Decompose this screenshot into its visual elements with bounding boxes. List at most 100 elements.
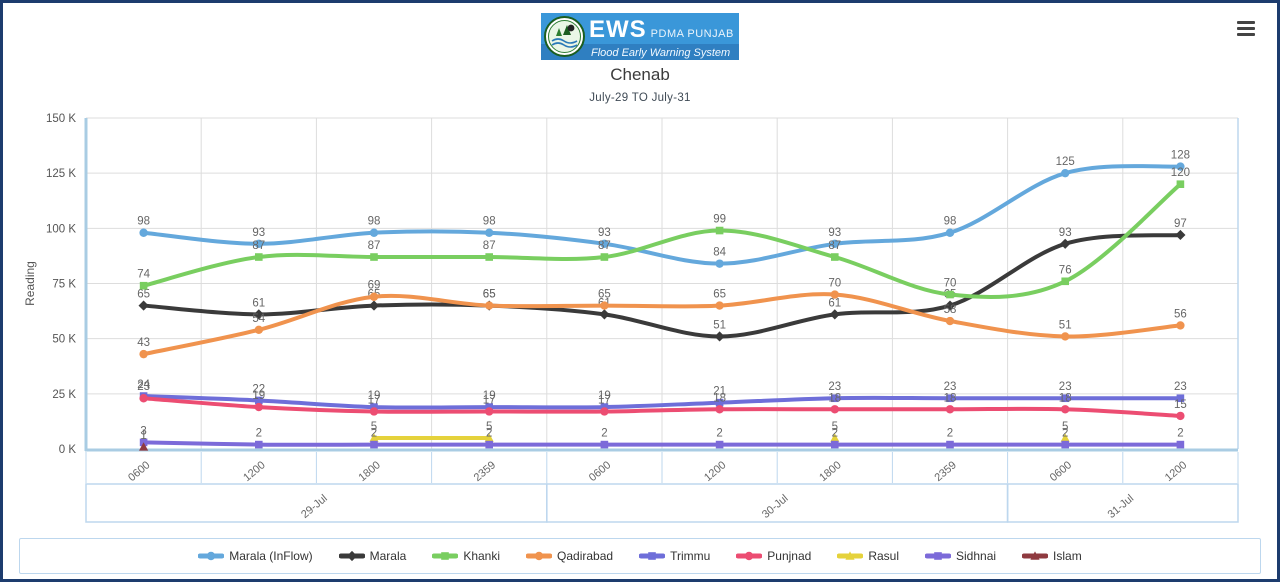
data-point-trimmu[interactable] [600, 403, 609, 411]
data-point-punjnad[interactable] [600, 407, 609, 416]
data-point-qadirabad[interactable] [1061, 332, 1070, 341]
data-label: 51 [713, 319, 726, 331]
data-label: 43 [137, 337, 150, 349]
data-point-marala[interactable] [829, 309, 840, 320]
data-point-trimmu[interactable] [1176, 394, 1185, 403]
data-point-trimmu[interactable] [485, 403, 493, 411]
data-point-qadirabad[interactable] [830, 290, 839, 299]
legend-item-trimmu[interactable]: Trimmu [639, 549, 710, 563]
data-label: 18 [828, 392, 841, 404]
data-point-punjnad[interactable] [485, 407, 494, 416]
data-point-qadirabad[interactable] [715, 301, 724, 310]
data-label: 15 [1174, 399, 1187, 411]
data-point-qadirabad[interactable] [254, 325, 263, 335]
data-point-sidhnai[interactable] [715, 440, 724, 449]
data-point-marala-inflow-[interactable] [1061, 168, 1070, 178]
data-point-khanki[interactable] [1061, 277, 1069, 286]
x-tick-label: 1200 [241, 459, 267, 484]
data-point-marala[interactable] [599, 309, 610, 320]
data-label: 125 [1056, 156, 1075, 168]
data-point-khanki[interactable] [831, 253, 839, 261]
data-point-sidhnai[interactable] [255, 440, 263, 449]
data-point-punjnad[interactable] [830, 405, 839, 414]
data-point-sidhnai[interactable] [946, 440, 954, 449]
data-point-qadirabad[interactable] [139, 349, 148, 359]
data-label: 2 [947, 428, 953, 440]
data-point-khanki[interactable] [946, 290, 954, 299]
data-point-khanki[interactable] [485, 253, 493, 261]
data-label: 21 [713, 386, 726, 398]
data-point-marala-inflow-[interactable] [139, 228, 148, 237]
legend-item-khanki[interactable]: Khanki [432, 549, 500, 563]
data-point-punjnad[interactable] [139, 394, 148, 403]
x-tick-label: 1800 [356, 459, 382, 484]
data-point-qadirabad[interactable] [945, 316, 955, 326]
data-point-sidhnai[interactable] [485, 440, 493, 449]
legend-item-sidhnai[interactable]: Sidhnai [925, 549, 996, 563]
data-point-trimmu[interactable] [715, 398, 724, 407]
data-label: 128 [1171, 150, 1190, 162]
data-point-khanki[interactable] [370, 253, 378, 261]
data-point-qadirabad[interactable] [485, 301, 494, 310]
data-label: 99 [713, 214, 726, 226]
data-point-trimmu[interactable] [370, 403, 378, 411]
data-label: 24 [137, 379, 150, 391]
series-line-punjnad [141, 396, 1183, 418]
data-point-sidhnai[interactable] [1061, 440, 1069, 449]
data-point-marala-inflow-[interactable] [369, 228, 379, 237]
legend-item-islam[interactable]: Islam [1022, 549, 1082, 563]
data-point-rasul[interactable] [369, 433, 379, 442]
hamburger-icon[interactable] [1237, 21, 1257, 37]
x-tick-label: 0600 [587, 459, 613, 484]
data-point-marala-inflow-[interactable] [945, 228, 955, 237]
data-point-marala[interactable] [1060, 238, 1071, 249]
data-point-punjnad[interactable] [1176, 411, 1185, 421]
data-point-khanki[interactable] [715, 226, 724, 235]
legend-item-marala-inflow-[interactable]: Marala (InFlow) [198, 549, 313, 563]
data-point-punjnad[interactable] [945, 405, 955, 414]
data-point-trimmu[interactable] [946, 394, 954, 403]
data-point-punjnad[interactable] [1061, 405, 1070, 414]
data-point-qadirabad[interactable] [369, 292, 379, 301]
data-point-qadirabad[interactable] [1176, 321, 1185, 330]
data-point-marala-inflow-[interactable] [600, 239, 609, 248]
data-point-khanki[interactable] [1176, 180, 1185, 188]
legend-item-marala[interactable]: Marala [338, 549, 406, 563]
data-point-marala[interactable] [714, 331, 725, 342]
legend-item-rasul[interactable]: Rasul [837, 549, 899, 563]
data-point-rasul[interactable] [830, 433, 840, 442]
data-point-punjnad[interactable] [254, 402, 263, 412]
data-point-sidhnai[interactable] [370, 440, 378, 449]
legend-item-punjnad[interactable]: Punjnad [736, 549, 811, 563]
data-point-rasul[interactable] [1060, 433, 1070, 442]
data-point-marala[interactable] [1175, 229, 1186, 241]
data-point-marala-inflow-[interactable] [830, 239, 839, 248]
data-label: 61 [828, 297, 841, 309]
data-point-trimmu[interactable] [831, 394, 839, 403]
y-tick-label: 100 K [46, 223, 76, 235]
data-point-khanki[interactable] [255, 253, 263, 261]
data-label: 58 [944, 304, 957, 316]
data-point-khanki[interactable] [600, 253, 609, 261]
data-point-rasul[interactable] [484, 433, 494, 442]
data-point-punjnad[interactable] [715, 405, 724, 414]
data-point-marala-inflow-[interactable] [254, 239, 263, 248]
data-point-marala[interactable] [368, 300, 380, 311]
data-point-trimmu[interactable] [255, 396, 263, 405]
data-point-qadirabad[interactable] [600, 301, 609, 310]
data-label: 17 [598, 394, 611, 406]
data-point-sidhnai[interactable] [831, 440, 839, 449]
legend-item-qadirabad[interactable]: Qadirabad [526, 549, 613, 563]
data-point-sidhnai[interactable] [600, 440, 609, 449]
data-point-islam[interactable] [139, 442, 149, 451]
data-label: 5 [832, 421, 838, 433]
data-point-marala[interactable] [253, 309, 264, 320]
data-point-marala-inflow-[interactable] [485, 228, 494, 237]
data-point-marala-inflow-[interactable] [1176, 162, 1185, 171]
data-point-sidhnai[interactable] [1176, 440, 1185, 449]
data-point-trimmu[interactable] [1061, 394, 1069, 403]
data-point-khanki[interactable] [139, 281, 148, 290]
data-point-marala[interactable] [138, 300, 149, 311]
data-point-punjnad[interactable] [369, 407, 379, 416]
data-point-marala-inflow-[interactable] [715, 259, 724, 268]
